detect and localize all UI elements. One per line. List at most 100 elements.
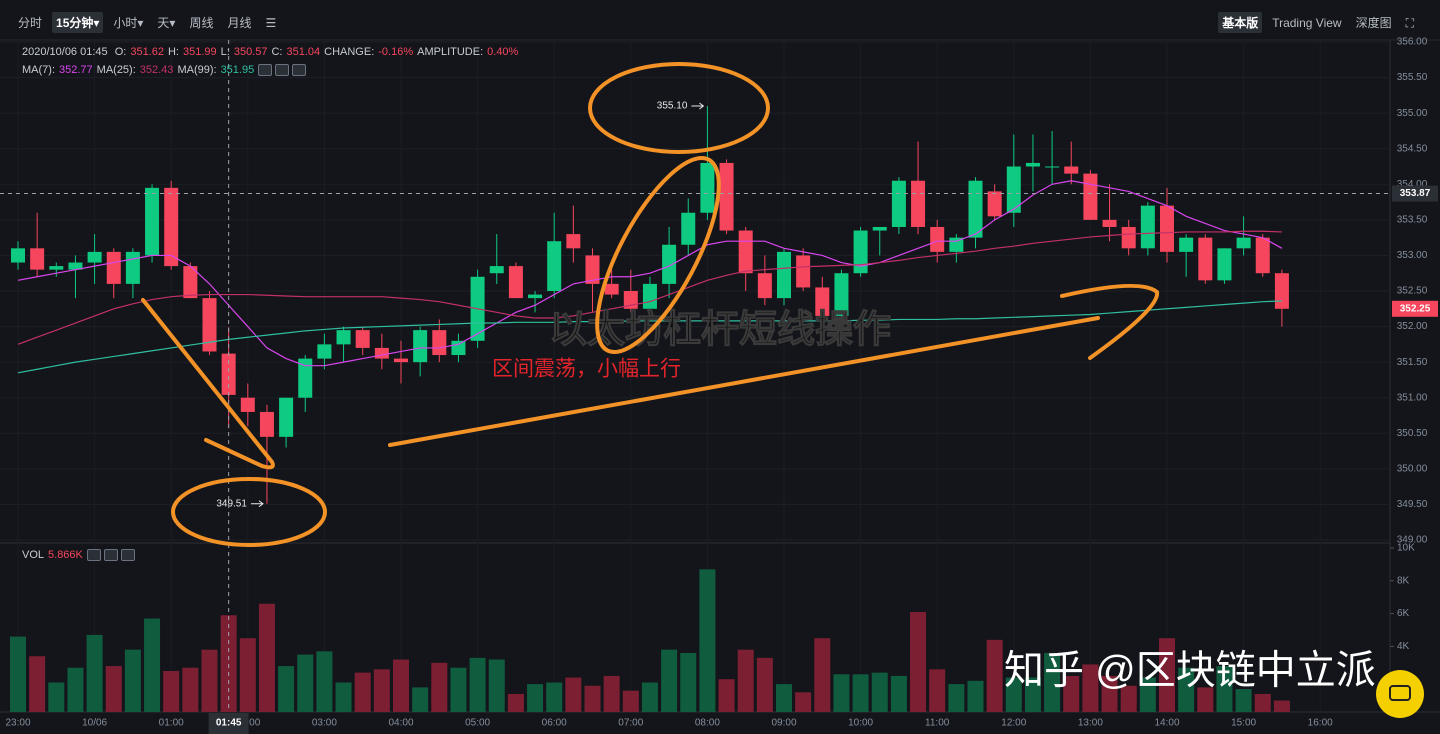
volume-bar bbox=[718, 679, 735, 712]
candle-body bbox=[1179, 237, 1194, 252]
ma-line bbox=[17, 230, 1282, 345]
volume-bar bbox=[1216, 666, 1233, 712]
candle-body bbox=[1006, 166, 1021, 213]
y-tick-label: 355.50 bbox=[1397, 72, 1428, 83]
x-tick-label: 12:00 bbox=[1001, 718, 1026, 729]
eye-icon[interactable] bbox=[258, 64, 273, 77]
settings-icon[interactable] bbox=[103, 549, 118, 562]
settings-icon[interactable] bbox=[275, 64, 290, 77]
field-value: 0.40% bbox=[487, 46, 519, 58]
volume-bar bbox=[67, 667, 84, 712]
toolbar-right: 基本版 Trading View 深度图 ⛶ bbox=[1218, 12, 1424, 33]
candle-body bbox=[106, 251, 121, 284]
settings-icon[interactable]: ☰ bbox=[265, 16, 277, 30]
candle-body bbox=[968, 180, 983, 238]
candle-body bbox=[1217, 248, 1232, 281]
candle-body bbox=[183, 266, 198, 299]
fullscreen-icon[interactable]: ⛶ bbox=[1405, 16, 1414, 30]
volume-bar bbox=[335, 682, 352, 712]
field-label: C: bbox=[271, 46, 283, 58]
x-tick-label: 06:00 bbox=[542, 718, 567, 729]
close-icon[interactable] bbox=[120, 549, 135, 562]
crosshair-price-label: 353.87 bbox=[1400, 188, 1431, 199]
chat-button[interactable] bbox=[1376, 670, 1424, 718]
volume-bar bbox=[10, 636, 26, 712]
candle-body bbox=[394, 358, 408, 363]
y-tick-label: 353.00 bbox=[1397, 250, 1428, 261]
candle-body bbox=[432, 330, 447, 356]
view-mode[interactable]: Trading View bbox=[1272, 16, 1342, 30]
volume-bar bbox=[622, 690, 639, 712]
candle-body bbox=[1160, 205, 1174, 252]
volume-bar bbox=[105, 666, 122, 712]
x-tick-label: 10/06 bbox=[82, 718, 107, 729]
field-label: L: bbox=[220, 46, 230, 58]
x-tick-label: 03:00 bbox=[312, 718, 337, 729]
volume-bar bbox=[680, 652, 697, 712]
trend-hook bbox=[1060, 283, 1160, 360]
x-tick-label: 04:00 bbox=[388, 718, 413, 729]
volume-bar bbox=[584, 685, 601, 712]
vol-row: VOL 5.866K bbox=[22, 549, 138, 562]
candle-body bbox=[279, 397, 294, 437]
volume-bar bbox=[1024, 677, 1041, 712]
candle-body bbox=[528, 294, 543, 299]
volume-bar bbox=[278, 666, 295, 712]
volume-bar bbox=[48, 682, 65, 712]
y-tick-label: 349.00 bbox=[1397, 535, 1428, 546]
candle-body bbox=[125, 251, 140, 284]
candle-body bbox=[585, 255, 600, 284]
interval[interactable]: 小时▾ bbox=[113, 16, 144, 30]
interval[interactable]: 周线 bbox=[189, 16, 214, 30]
candle-body bbox=[547, 241, 562, 291]
trend-line bbox=[388, 316, 1100, 447]
candle-body bbox=[1198, 237, 1213, 281]
volume-bar bbox=[833, 674, 850, 712]
interval[interactable]: 分时 bbox=[18, 16, 43, 30]
candle-body bbox=[700, 162, 715, 213]
candle-body bbox=[413, 330, 428, 363]
eye-icon[interactable] bbox=[86, 549, 101, 562]
candle-body bbox=[374, 347, 389, 359]
view-mode[interactable]: 深度图 bbox=[1355, 16, 1392, 30]
volume-bar bbox=[1044, 652, 1061, 712]
volume-bar bbox=[967, 680, 984, 712]
candle-body bbox=[604, 283, 619, 295]
candle-body bbox=[1064, 166, 1079, 174]
candle-body bbox=[930, 226, 945, 252]
view-mode[interactable]: 基本版 bbox=[1218, 12, 1263, 33]
candle-body bbox=[796, 255, 811, 288]
volume-bar bbox=[1178, 667, 1195, 712]
candle-body bbox=[489, 266, 504, 274]
volume-bar bbox=[354, 672, 371, 712]
interval[interactable]: 天▾ bbox=[157, 16, 176, 30]
field-value: 351.62 bbox=[130, 46, 164, 58]
volume-bar bbox=[124, 649, 141, 712]
volume-bar bbox=[412, 687, 429, 712]
ma-value: 352.77 bbox=[59, 64, 93, 76]
y-tick-label: 351.50 bbox=[1397, 357, 1428, 368]
vol-tick-label: 4K bbox=[1397, 641, 1410, 652]
volume-bar bbox=[929, 669, 946, 712]
x-tick-label: 13:00 bbox=[1078, 718, 1103, 729]
volume-bar bbox=[661, 649, 678, 712]
volume-bar bbox=[1005, 677, 1022, 712]
volume-bar bbox=[144, 618, 161, 712]
volume-bar bbox=[1139, 677, 1156, 712]
interval[interactable]: 15分钟▾ bbox=[52, 12, 104, 33]
x-tick-label: 01:00 bbox=[159, 718, 184, 729]
arrow-down bbox=[141, 298, 275, 470]
volume-bar bbox=[316, 651, 333, 712]
candle-body bbox=[834, 273, 849, 316]
x-tick-label: 07:00 bbox=[618, 718, 643, 729]
volume-bar bbox=[852, 674, 869, 712]
circle-high bbox=[588, 62, 770, 154]
candle-body bbox=[11, 248, 25, 263]
close-icon[interactable] bbox=[292, 64, 307, 77]
y-tick-label: 350.00 bbox=[1397, 463, 1428, 474]
last-price-tag bbox=[1392, 300, 1438, 317]
circle-low bbox=[171, 477, 327, 547]
interval[interactable]: 月线 bbox=[227, 16, 252, 30]
candle-body bbox=[49, 266, 64, 270]
ohlc-row: 2020/10/06 01:45 O: 351.62 H: 351.99 L: 350.5… bbox=[22, 46, 522, 58]
